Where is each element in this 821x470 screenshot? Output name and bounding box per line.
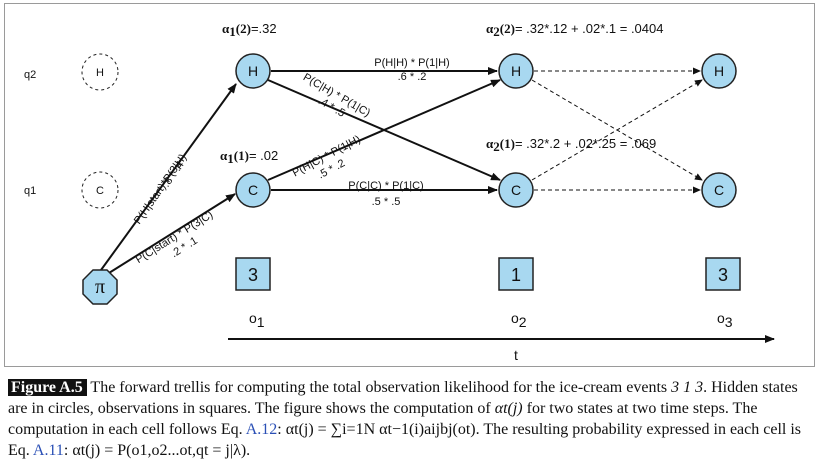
placeholder-state-h: H (81, 53, 119, 91)
svg-text:C: C (511, 182, 521, 198)
svg-text:C: C (96, 185, 104, 197)
caption-alpha-expr: αt(j) (494, 400, 523, 417)
edge-c2-to-h3 (531, 79, 703, 181)
edge-label-hh-top: P(H|H) * P(1|H) (374, 57, 449, 69)
observation-box-2: 1 (498, 257, 534, 291)
state-node-h2: H (498, 53, 534, 89)
state-label-q2: q2 (24, 69, 36, 81)
svg-text:H: H (248, 63, 258, 79)
observation-box-1: 3 (235, 257, 271, 291)
alpha-1-2: α1(2)=.32 (222, 21, 277, 39)
placeholder-state-c: C (81, 171, 119, 209)
diagram-frame (4, 3, 815, 367)
svg-text:H: H (96, 67, 104, 79)
alpha-1-1: α1(1)= .02 (220, 148, 278, 166)
alpha-2-2: α2(2)= .32*.12 + .02*.1 = .0404 (486, 21, 663, 39)
edge-label-cc-bottom: .5 * .5 (372, 196, 401, 208)
caption-text-4: The resulting probability expressed in e… (8, 421, 802, 459)
figure-label: Figure A.5 (8, 379, 87, 396)
equation-ref-a12[interactable]: A.12 (245, 421, 278, 438)
state-node-c1: C (235, 172, 271, 208)
figure-caption: Figure A.5 The forward trellis for compu… (8, 377, 816, 461)
obs-label-1: o1 (249, 310, 265, 330)
state-node-c2: C (498, 172, 534, 208)
edge-start-to-h1 (100, 83, 237, 271)
edge-c1-to-h2 (267, 79, 501, 181)
caption-text-2: . Hidden states are in circles, observat… (8, 379, 798, 417)
caption-text-3: for two states at two time steps. The co… (8, 400, 758, 438)
svg-text:C: C (714, 182, 724, 198)
state-label-q1: q1 (24, 185, 36, 197)
alpha-2-1: α2(1)= .32*.2 + .02*.25 = .069 (486, 136, 656, 154)
edge-start-to-c1 (100, 193, 236, 279)
caption-eq2: : αt(j) = P(o1,o2...ot,qt = j|λ). (63, 442, 251, 459)
caption-events: 3 1 3 (671, 379, 704, 396)
time-axis-label: t (514, 347, 518, 363)
svg-text:C: C (248, 182, 258, 198)
state-node-h3: H (701, 53, 737, 89)
svg-text:3: 3 (248, 265, 258, 285)
svg-text:1: 1 (511, 265, 521, 285)
equation-ref-a11[interactable]: A.11 (32, 442, 64, 459)
caption-text-1: The forward trellis for computing the to… (90, 379, 668, 396)
svg-text:π: π (95, 276, 105, 298)
observation-box-3: 3 (705, 257, 741, 291)
caption-eq1: : αt(j) = ∑i=1N αt−1(i)aijbj(ot). (277, 421, 480, 438)
state-node-h1: H (235, 53, 271, 89)
edge-label-cc-top: P(C|C) * P(1|C) (348, 180, 423, 192)
edge-label-hh-bottom: .6 * .2 (398, 71, 427, 83)
obs-label-3: o3 (717, 310, 733, 330)
svg-text:H: H (714, 63, 724, 79)
svg-text:H: H (511, 63, 521, 79)
obs-label-2: o2 (511, 310, 527, 330)
state-node-c3: C (701, 172, 737, 208)
svg-text:3: 3 (718, 265, 728, 285)
start-node-pi: π (82, 269, 118, 305)
